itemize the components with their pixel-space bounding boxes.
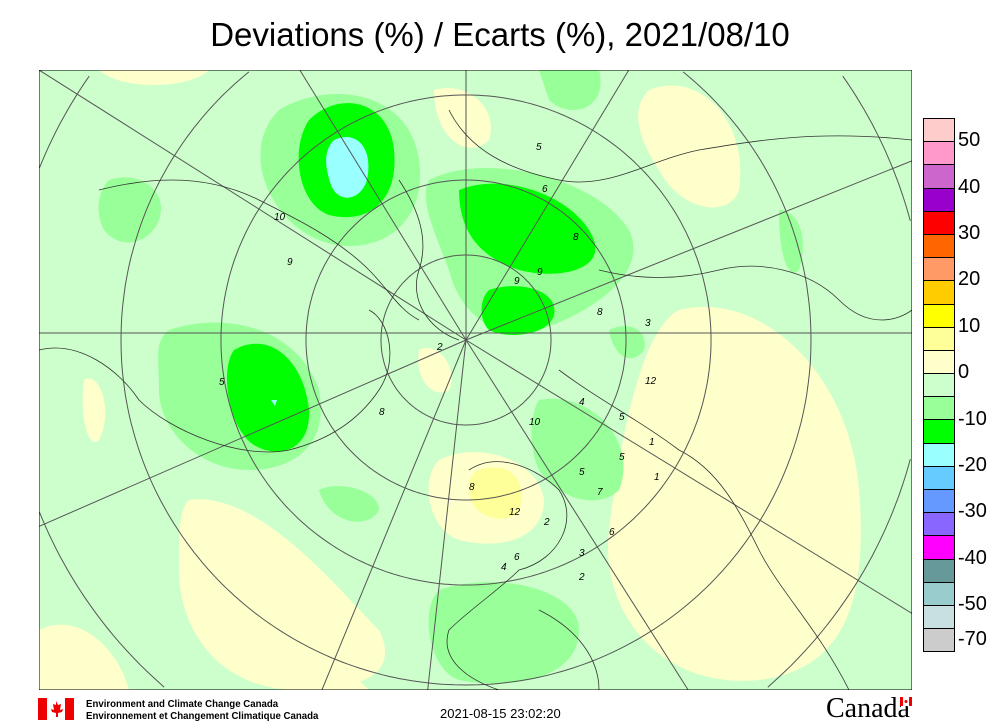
contour-label: 8 <box>573 232 579 243</box>
legend-swatch <box>923 397 955 421</box>
legend-swatch <box>923 211 955 235</box>
contour-label: 9 <box>287 257 293 268</box>
legend-swatch <box>923 327 955 351</box>
legend-label: 20 <box>958 268 981 291</box>
contour-label: 9 <box>537 267 543 278</box>
meridian-line <box>465 160 912 341</box>
latitude-circle <box>220 94 712 586</box>
meridian-line <box>321 339 467 690</box>
meridian-line <box>465 339 689 690</box>
contour-label: 5 <box>579 467 585 478</box>
legend-swatch <box>923 536 955 560</box>
legend-swatch <box>923 466 955 490</box>
meridian-line <box>465 339 912 614</box>
contour-label: 10 <box>529 417 541 428</box>
legend-swatch <box>923 234 955 259</box>
latitude-circle <box>682 71 812 341</box>
contour-label: 1 <box>654 472 660 483</box>
legend-swatch <box>923 142 955 166</box>
latitude-circle <box>767 458 911 688</box>
legend-swatch <box>923 304 955 328</box>
contour-label: 4 <box>579 397 585 408</box>
deviation-map: 10 9 5 6 8 9 9 8 3 12 5 4 10 5 5 7 1 1 1… <box>39 70 912 690</box>
meridian-line <box>39 70 467 341</box>
legend-swatch <box>923 582 955 606</box>
latitude-circle <box>842 75 911 222</box>
legend-label: 10 <box>958 314 981 337</box>
legend-swatch <box>923 374 955 398</box>
chart-title: Deviations (%) / Ecarts (%), 2021/08/10 <box>210 16 790 53</box>
contour-label: 3 <box>645 318 651 329</box>
legend-label: -40 <box>958 546 987 569</box>
legend-swatch <box>923 165 955 189</box>
canada-flag-icon <box>38 698 74 720</box>
legend-label: 30 <box>958 222 981 244</box>
meridians <box>39 70 912 690</box>
latitude-circle <box>380 254 552 426</box>
contour-label: 8 <box>379 407 385 418</box>
meridian-line <box>465 70 630 341</box>
contour-label: 5 <box>619 412 625 423</box>
legend-label: -50 <box>958 593 987 616</box>
legend-label: -10 <box>958 407 987 430</box>
legend-label: 40 <box>958 175 981 198</box>
legend-label: 0 <box>958 361 970 384</box>
legend-label: -30 <box>958 500 987 523</box>
contour-label: 4 <box>501 562 507 573</box>
contour-label: 8 <box>469 482 475 493</box>
contour-label: 2 <box>578 572 585 583</box>
legend-swatch <box>923 490 955 514</box>
legend-swatch <box>923 513 955 537</box>
legend-swatch <box>923 118 955 143</box>
wordmark-flag-icon <box>900 697 912 706</box>
contour-label: 6 <box>542 184 548 195</box>
latitude-circle <box>39 512 165 688</box>
legend-swatch <box>923 605 955 630</box>
legend-swatch <box>923 559 955 583</box>
latitude-circle <box>120 71 812 686</box>
color-legend <box>923 118 955 653</box>
positive-anomaly-areas <box>39 70 861 690</box>
positive-anomaly-core <box>469 467 522 519</box>
legend-swatch <box>923 350 955 375</box>
contour-label: 2 <box>543 517 550 528</box>
contour-label: 12 <box>645 376 657 387</box>
organization-name: Environment and Climate Change Canada En… <box>86 698 318 722</box>
contour-label: 12 <box>509 507 521 518</box>
legend-swatch <box>923 281 955 305</box>
contour-label: 6 <box>609 527 615 538</box>
legend-label: -20 <box>958 454 987 476</box>
cyan-anomaly-core <box>326 136 369 198</box>
contour-label: 9 <box>514 276 520 287</box>
coastlines <box>39 109 912 690</box>
meridian-line <box>39 339 467 527</box>
legend-swatch <box>923 629 955 653</box>
legend-swatch <box>923 443 955 467</box>
contour-label: 3 <box>579 548 585 559</box>
contour-label: 1 <box>649 437 655 448</box>
legend-swatch <box>923 188 955 212</box>
legend-swatch <box>923 258 955 282</box>
contour-label: 8 <box>597 307 603 318</box>
timestamp: 2021-08-15 23:02:20 <box>440 706 561 721</box>
legend-swatch <box>923 420 955 444</box>
meridian-line <box>299 70 467 341</box>
legend-label: -70 <box>958 628 987 650</box>
contour-label: 5 <box>536 142 542 153</box>
contour-label: 6 <box>514 552 520 563</box>
latitude-circle <box>39 75 90 168</box>
meridian-line <box>427 339 467 690</box>
contour-label: 2 <box>436 342 443 353</box>
contour-label: 5 <box>219 377 225 388</box>
org-name-en: Environment and Climate Change Canada <box>86 698 279 710</box>
contour-label: 5 <box>619 452 625 463</box>
contour-labels: 10 9 5 6 8 9 9 8 3 12 5 4 10 5 5 7 1 1 1… <box>219 142 660 583</box>
org-name-fr: Environnement et Changement Climatique C… <box>86 710 319 722</box>
canada-wordmark: Canada <box>826 693 910 724</box>
contour-label: 7 <box>597 487 603 498</box>
legend-label: 50 <box>958 129 981 152</box>
contour-label: 10 <box>274 212 286 223</box>
